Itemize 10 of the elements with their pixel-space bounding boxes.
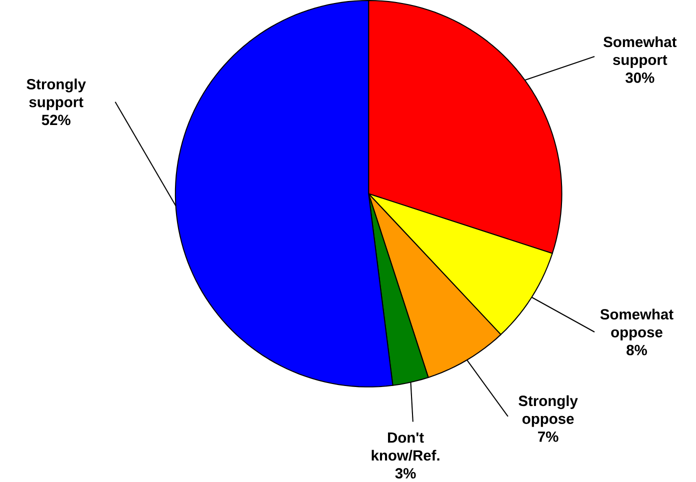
data-label: 3%	[395, 468, 416, 479]
slice-label: Don't know/Ref.	[372, 432, 440, 461]
slice-label: Strongly oppose	[518, 395, 578, 427]
slice-label: Strongly support	[26, 78, 86, 110]
data-label: 8%	[626, 344, 647, 356]
slice-label: Somewhat oppose	[600, 308, 674, 340]
data-label: 30%	[626, 72, 654, 83]
data-label: 52%	[42, 114, 70, 126]
slice-label: Somewhat support	[604, 36, 677, 68]
data-label: 7%	[538, 431, 558, 442]
